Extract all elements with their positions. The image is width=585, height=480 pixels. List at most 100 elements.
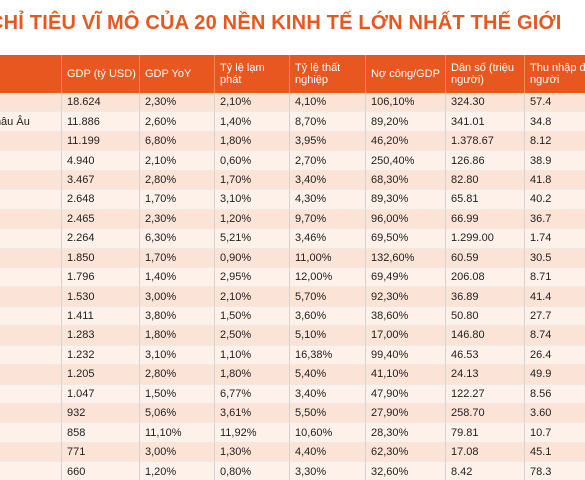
cell-income-per-capita: 8.12 — [525, 131, 585, 152]
cell-public-debt: 99,40% — [366, 345, 446, 366]
cell-gdp: 1.850 — [62, 248, 140, 268]
cell-gdp-yoy: 2,30% — [140, 93, 215, 113]
cell-population: 8.42 — [446, 462, 525, 480]
cell-public-debt: 106,10% — [366, 93, 446, 113]
macro-table-container: GDP (tỷ USD) GDP YoY Tỷ lệ lạm phát Tỷ l… — [0, 55, 585, 480]
cell-public-debt: 17,00% — [366, 326, 446, 346]
cell-inflation: 3,61% — [215, 404, 290, 424]
cell-country — [0, 229, 62, 249]
cell-country — [0, 151, 62, 171]
cell-population: 1.299.00 — [446, 229, 525, 249]
cell-public-debt: 92,30% — [366, 287, 446, 307]
cell-unemployment: 4,40% — [290, 442, 366, 463]
cell-inflation: 1,70% — [215, 170, 290, 191]
cell-gdp: 1.047 — [62, 384, 140, 404]
cell-inflation: 1,80% — [215, 131, 290, 152]
table-row: 3.467 2,80% 1,70% 3,40% 68,30% 82.80 41.8 — [0, 170, 585, 191]
cell-population: 206.08 — [446, 267, 525, 288]
cell-gdp: 11.886 — [62, 112, 140, 132]
cell-gdp: 1.205 — [62, 365, 140, 385]
cell-gdp-yoy: 11,10% — [140, 423, 215, 443]
cell-unemployment: 8,70% — [290, 112, 366, 132]
cell-country — [0, 170, 62, 191]
cell-unemployment: 5,70% — [290, 287, 366, 307]
cell-gdp-yoy: 1,70% — [140, 190, 215, 210]
cell-income-per-capita: 41.8 — [525, 170, 585, 191]
cell-public-debt: 250,40% — [366, 151, 446, 171]
cell-population: 126.86 — [446, 151, 525, 171]
table-row: 2.465 2,30% 1,20% 9,70% 96,00% 66.99 36.7 — [0, 209, 585, 230]
cell-gdp-yoy: 2,10% — [140, 151, 215, 171]
cell-public-debt: 132,60% — [366, 248, 446, 268]
cell-unemployment: 3,46% — [290, 229, 366, 249]
table-body: 18.6242,30%2,10%4,10%106,10%324.3057.4Ch… — [0, 93, 585, 480]
header-gdp: GDP (tỷ USD) — [62, 55, 140, 93]
cell-country — [0, 248, 62, 268]
cell-population: 79.81 — [446, 423, 525, 443]
cell-inflation: 5,21% — [215, 229, 290, 249]
table-row: 2.264 6,30% 5,21% 3,46% 69,50% 1.299.00 1.74 — [0, 229, 585, 249]
cell-income-per-capita: 10.7 — [525, 423, 585, 443]
cell-country — [0, 93, 62, 113]
cell-population: 258.70 — [446, 404, 525, 424]
table-row: ốc11.1996,80%1,80%3,95%46,20%1.378.678.1… — [0, 131, 585, 152]
cell-gdp-yoy: 1,50% — [140, 384, 215, 404]
cell-inflation: 1,80% — [215, 365, 290, 385]
header-inflation: Tỷ lệ lạm phát — [215, 55, 290, 93]
cell-gdp-yoy: 2,30% — [140, 209, 215, 230]
cell-country — [0, 384, 62, 404]
cell-population: 36.89 — [446, 287, 525, 307]
cell-unemployment: 3,60% — [290, 306, 366, 327]
cell-public-debt: 69,50% — [366, 229, 446, 249]
cell-inflation: 1,40% — [215, 112, 290, 132]
cell-inflation: 2,10% — [215, 287, 290, 307]
cell-public-debt: 28,30% — [366, 423, 446, 443]
cell-population: 65.81 — [446, 190, 525, 210]
cell-population: 82.80 — [446, 170, 525, 191]
cell-population: 17.08 — [446, 442, 525, 463]
table-row: 932 5,06% 3,61% 5,50% 27,90% 258.70 3.60 — [0, 404, 585, 424]
cell-income-per-capita: 3.60 — [525, 404, 585, 424]
cell-gdp: 4.940 — [62, 151, 140, 171]
header-gdp-yoy: GDP YoY — [140, 55, 215, 93]
cell-gdp: 1.530 — [62, 287, 140, 307]
cell-public-debt: 62,30% — [366, 442, 446, 463]
cell-gdp: 660 — [62, 462, 140, 480]
cell-unemployment: 11,00% — [290, 248, 366, 268]
cell-public-debt: 68,30% — [366, 170, 446, 191]
table-row: 1.047 1,50% 6,77% 3,40% 47,90% 122.27 8.56 — [0, 384, 585, 404]
cell-country — [0, 442, 62, 463]
table-row: 1.283 1,80% 2,50% 5,10% 17,00% 146.80 8.74 — [0, 326, 585, 346]
cell-gdp-yoy: 2,60% — [140, 112, 215, 132]
table-header: GDP (tỷ USD) GDP YoY Tỷ lệ lạm phát Tỷ l… — [0, 55, 585, 93]
cell-unemployment: 5,10% — [290, 326, 366, 346]
cell-country — [0, 190, 62, 210]
cell-income-per-capita: 49.9 — [525, 365, 585, 385]
cell-gdp: 2.264 — [62, 229, 140, 249]
cell-gdp-yoy: 3,10% — [140, 345, 215, 366]
cell-public-debt: 96,00% — [366, 209, 446, 230]
cell-public-debt: 89,30% — [366, 190, 446, 210]
cell-unemployment: 3,40% — [290, 384, 366, 404]
cell-gdp: 771 — [62, 442, 140, 463]
cell-population: 122.27 — [446, 384, 525, 404]
table-row: 4.940 2,10% 0,60% 2,70% 250,40% 126.86 38.9 — [0, 151, 585, 171]
cell-country — [0, 462, 62, 480]
cell-country — [0, 267, 62, 288]
cell-inflation: 6,77% — [215, 384, 290, 404]
table-row: 1.796 1,40% 2,95% 12,00% 69,49% 206.08 8.71 — [0, 267, 585, 288]
cell-country: ha — [0, 345, 62, 366]
cell-country — [0, 404, 62, 424]
cell-income-per-capita: 26.4 — [525, 345, 585, 366]
cell-public-debt: 46,20% — [366, 131, 446, 152]
table-row: 771 3,00% 1,30% 4,40% 62,30% 17.08 45.1 — [0, 442, 585, 463]
cell-country: Châu Âu — [0, 112, 62, 132]
cell-population: 24.13 — [446, 365, 525, 385]
cell-unemployment: 9,70% — [290, 209, 366, 230]
cell-gdp: 858 — [62, 423, 140, 443]
macro-indicators-table: GDP (tỷ USD) GDP YoY Tỷ lệ lạm phát Tỷ l… — [0, 55, 585, 480]
cell-unemployment: 3,40% — [290, 170, 366, 191]
cell-country: c — [0, 306, 62, 327]
cell-gdp: 1.283 — [62, 326, 140, 346]
